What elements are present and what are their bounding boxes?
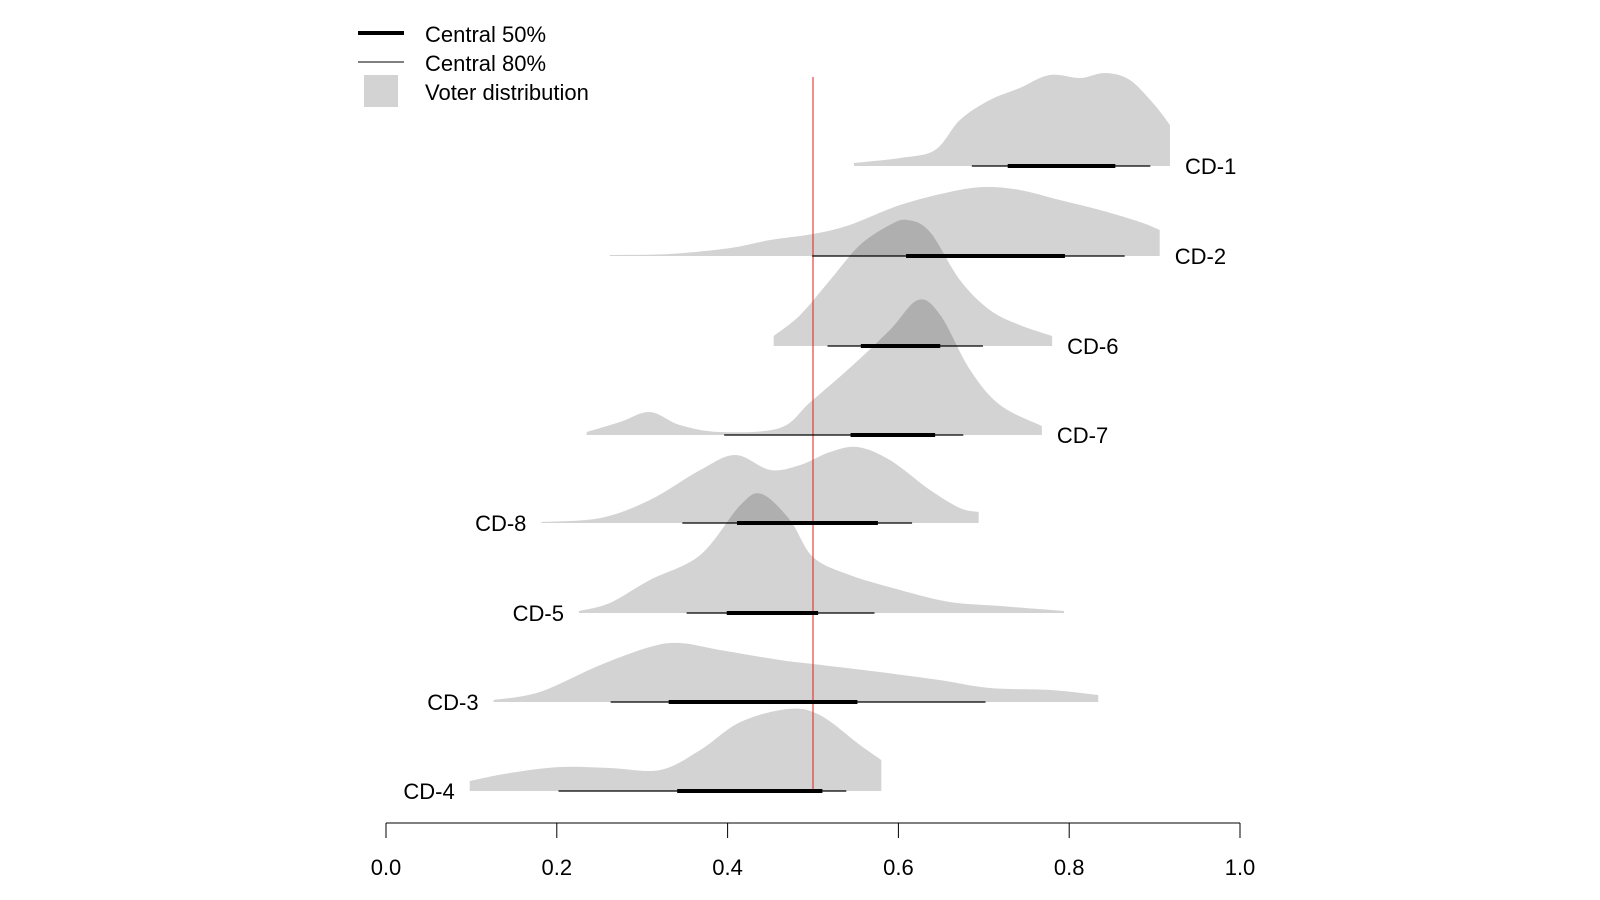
density-cd-1 xyxy=(853,72,1170,166)
density-cd-7 xyxy=(586,299,1042,435)
legend: Central 50% Central 80% Voter distributi… xyxy=(358,22,589,107)
density-cd-3 xyxy=(493,642,1099,702)
series-label-cd-4: CD-4 xyxy=(403,779,454,804)
density-cd-6 xyxy=(773,219,1053,346)
series-label-cd-1: CD-1 xyxy=(1185,154,1236,179)
series-label-cd-8: CD-8 xyxy=(475,511,526,536)
series-label-cd-7: CD-7 xyxy=(1057,423,1108,448)
legend-label-voter-distribution: Voter distribution xyxy=(425,80,589,105)
interval-layer xyxy=(558,164,1151,793)
series-label-cd-5: CD-5 xyxy=(513,601,564,626)
series-label-cd-6: CD-6 xyxy=(1067,334,1118,359)
legend-label-central-80: Central 80% xyxy=(425,51,546,76)
legend-label-central-50: Central 50% xyxy=(425,22,546,47)
density-cd-2 xyxy=(609,186,1160,256)
x-tick-label: 1.0 xyxy=(1225,855,1256,880)
legend-swatch-voter-distribution xyxy=(364,75,398,107)
series-label-cd-3: CD-3 xyxy=(427,690,478,715)
x-tick-label: 0.4 xyxy=(712,855,743,880)
x-tick-label: 0.2 xyxy=(542,855,573,880)
x-axis: 0.0 0.2 0.4 0.6 0.8 1.0 xyxy=(371,822,1256,880)
x-tick-label: 0.0 xyxy=(371,855,402,880)
density-layer xyxy=(469,72,1170,791)
series-labels: CD-1 CD-2 CD-6 CD-7 CD-8 CD-5 CD-3 CD-4 xyxy=(403,154,1236,804)
x-tick-label: 0.6 xyxy=(883,855,914,880)
density-cd-8 xyxy=(541,446,979,523)
x-tick-label: 0.8 xyxy=(1054,855,1085,880)
density-cd-5 xyxy=(579,493,1065,613)
series-label-cd-2: CD-2 xyxy=(1175,244,1226,269)
density-cd-4 xyxy=(469,708,882,791)
